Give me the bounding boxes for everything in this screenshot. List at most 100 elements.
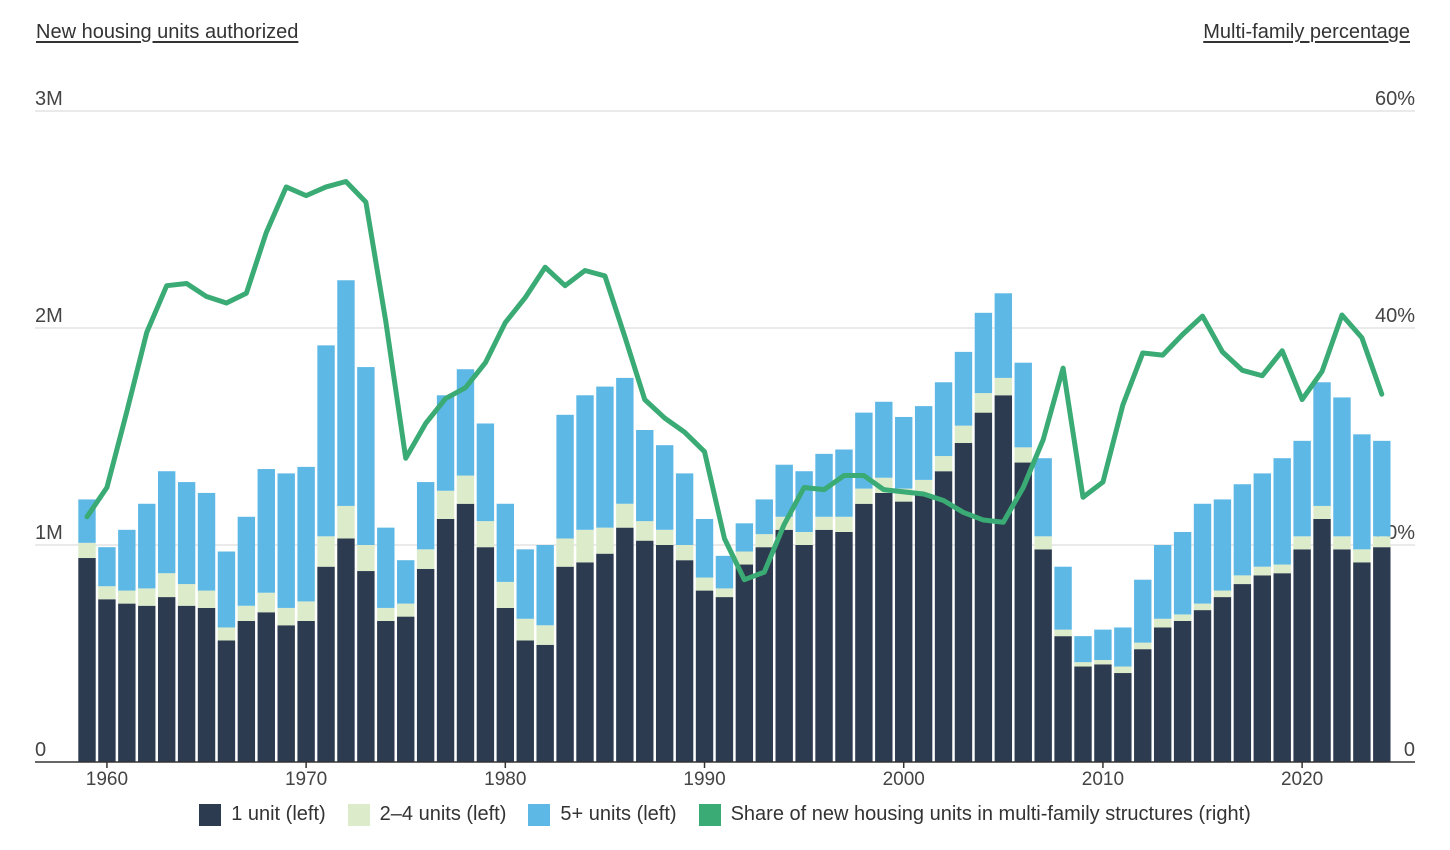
- bar-1-unit: [1014, 462, 1032, 762]
- bar-5-plus-units: [914, 406, 933, 480]
- bar-2-4-units: [715, 588, 734, 598]
- bar-1-unit: [496, 607, 515, 762]
- bar-2-4-units: [954, 425, 973, 444]
- bar-5-plus-units: [98, 547, 116, 587]
- bar-1-unit: [317, 566, 335, 762]
- bar-2-4-units: [1034, 536, 1052, 550]
- bar-1-unit: [556, 566, 574, 762]
- legend-label: Share of new housing units in multi-fami…: [730, 803, 1251, 825]
- bar-2-4-units: [815, 516, 833, 530]
- bar-5-plus-units: [1094, 629, 1112, 661]
- bar-2-4-units: [1253, 566, 1271, 576]
- bar-1-unit: [994, 395, 1013, 762]
- bar-1-unit: [1293, 549, 1311, 762]
- bar-5-plus-units: [735, 523, 754, 552]
- right-tick-label: 40%: [1375, 305, 1415, 327]
- legend-item-5-plus-units[interactable]: 5+ units (left): [528, 803, 677, 826]
- x-tick-label: 1980: [484, 769, 526, 790]
- bar-1-unit: [715, 597, 734, 762]
- bar-5-plus-units: [1014, 362, 1032, 448]
- bar-5-plus-units: [197, 492, 216, 591]
- left-tick-label: 0: [35, 739, 46, 761]
- legend-label: 5+ units (left): [560, 803, 677, 825]
- bar-2-4-units: [636, 521, 654, 541]
- bar-1-unit: [536, 644, 554, 762]
- bar-2-4-units: [576, 529, 594, 563]
- bar-2-4-units: [655, 529, 674, 545]
- bar-1-unit: [217, 640, 236, 762]
- bar-5-plus-units: [675, 473, 694, 545]
- bar-1-unit: [954, 443, 973, 762]
- bar-5-plus-units: [1193, 503, 1212, 604]
- bar-1-unit: [1313, 518, 1331, 762]
- bar-5-plus-units: [755, 499, 773, 535]
- bar-1-unit: [397, 616, 415, 762]
- bar-5-plus-units: [476, 423, 495, 522]
- bar-1-unit: [1253, 575, 1271, 762]
- bar-5-plus-units: [436, 395, 455, 491]
- bar-5-plus-units: [576, 395, 594, 530]
- legend-item-2-4-units[interactable]: 2–4 units (left): [347, 803, 506, 826]
- bar-2-4-units: [78, 542, 96, 559]
- bar-1-unit: [337, 538, 355, 762]
- bar-5-plus-units: [257, 469, 275, 593]
- bar-1-unit: [257, 612, 275, 762]
- bar-5-plus-units: [1054, 566, 1072, 630]
- bar-5-plus-units: [516, 549, 534, 619]
- bar-5-plus-units: [1333, 397, 1351, 537]
- bar-5-plus-units: [855, 412, 873, 489]
- bar-2-4-units: [795, 531, 813, 545]
- bar-2-4-units: [835, 516, 853, 532]
- bar-1-unit: [695, 590, 714, 762]
- bar-2-4-units: [1094, 660, 1112, 665]
- bar-2-4-units: [1114, 666, 1132, 674]
- bar-5-plus-units: [974, 312, 993, 394]
- bar-2-4-units: [1014, 447, 1032, 463]
- x-tick-label: 2010: [1082, 769, 1124, 790]
- bar-5-plus-units: [177, 482, 196, 585]
- bar-2-4-units: [695, 577, 714, 591]
- bar-5-plus-units: [875, 401, 893, 478]
- bar-1-unit: [934, 471, 953, 762]
- bar-1-unit: [157, 597, 176, 762]
- bar-1-unit: [636, 540, 654, 762]
- bar-2-4-units: [217, 627, 236, 641]
- legend-item-1-unit[interactable]: 1 unit (left): [199, 803, 326, 826]
- bar-2-4-units: [98, 586, 116, 600]
- bar-2-4-units: [994, 377, 1013, 396]
- bar-5-plus-units: [775, 464, 793, 517]
- bar-2-4-units: [1134, 642, 1152, 650]
- bar-1-unit: [616, 527, 634, 762]
- bar-1-unit: [1233, 584, 1252, 762]
- bar-1-unit: [297, 620, 315, 762]
- bar-1-unit: [1114, 673, 1132, 762]
- bar-1-unit: [735, 564, 754, 762]
- bar-5-plus-units: [1173, 531, 1192, 615]
- bar-1-unit: [775, 529, 793, 762]
- x-tick-label: 1990: [683, 769, 725, 790]
- bar-5-plus-units: [1253, 473, 1271, 567]
- bar-2-4-units: [297, 601, 315, 621]
- bar-1-unit: [118, 603, 136, 762]
- bar-5-plus-units: [138, 503, 156, 589]
- bar-5-plus-units: [636, 429, 654, 522]
- bar-5-plus-units: [337, 280, 355, 506]
- bar-5-plus-units: [118, 529, 136, 591]
- legend-item-share[interactable]: Share of new housing units in multi-fami…: [698, 803, 1251, 826]
- bar-2-4-units: [397, 603, 415, 617]
- bar-5-plus-units: [217, 551, 236, 628]
- bar-5-plus-units: [655, 445, 674, 530]
- bar-1-unit: [456, 503, 475, 762]
- bar-2-4-units: [616, 503, 634, 528]
- bar-2-4-units: [1373, 536, 1391, 548]
- bar-5-plus-units: [1134, 579, 1152, 643]
- bar-2-4-units: [357, 545, 375, 572]
- bar-2-4-units: [1353, 549, 1371, 563]
- bar-1-unit: [78, 558, 96, 762]
- bar-1-unit: [1373, 547, 1391, 762]
- bar-2-4-units: [456, 475, 475, 504]
- bar-1-unit: [815, 529, 833, 762]
- bar-1-unit: [1153, 627, 1172, 762]
- bar-5-plus-units: [616, 377, 634, 504]
